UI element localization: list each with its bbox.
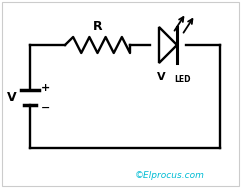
Text: +: + (41, 83, 51, 93)
Text: LED: LED (174, 74, 190, 83)
Text: ©Elprocus.com: ©Elprocus.com (135, 171, 205, 180)
Text: R: R (93, 20, 102, 33)
Text: −: − (41, 103, 51, 113)
Text: V: V (7, 91, 17, 104)
Text: V: V (157, 72, 166, 82)
